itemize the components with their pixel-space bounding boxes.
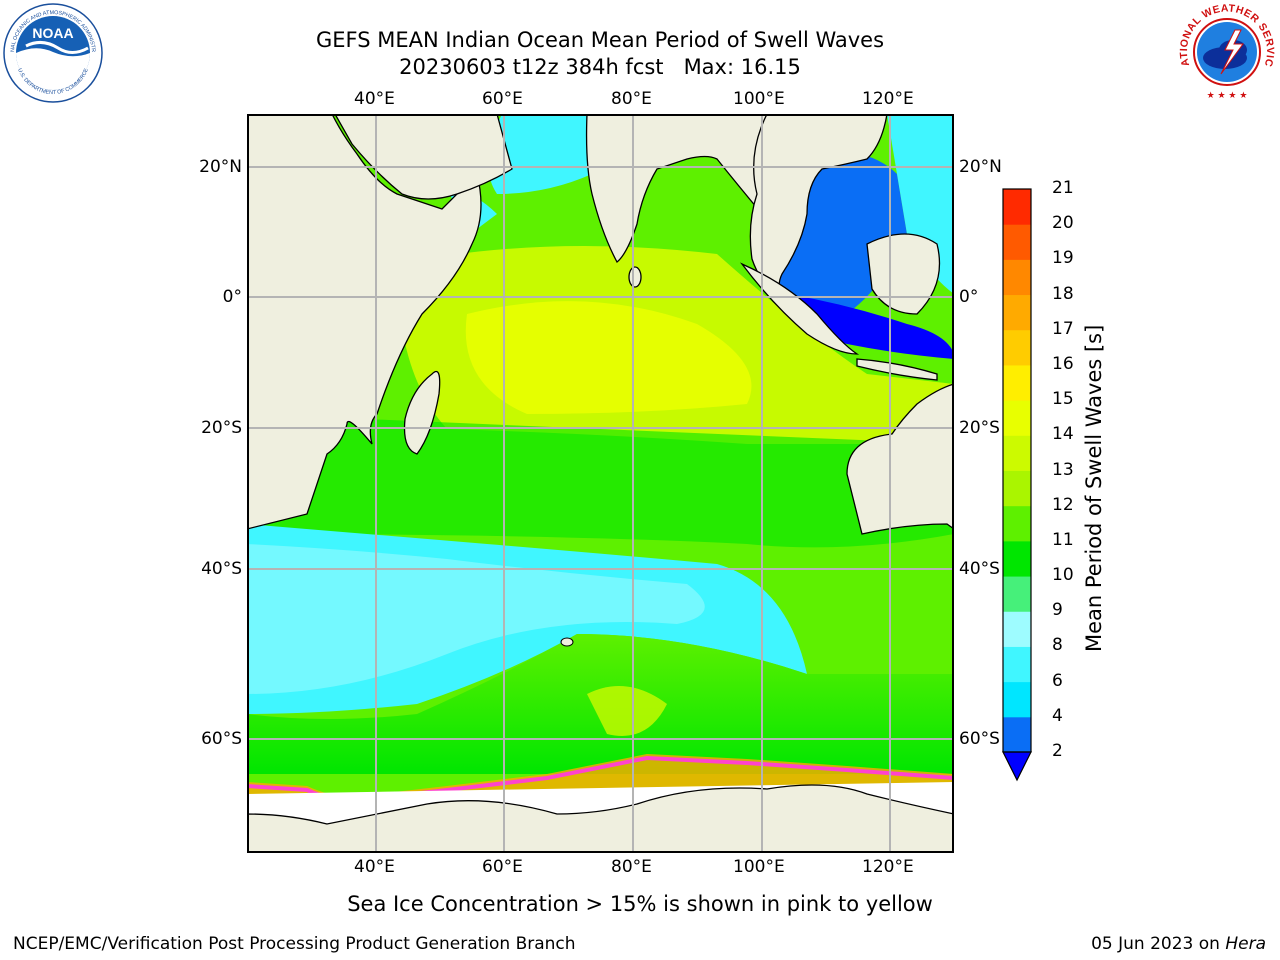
colorbar-tick-8: 8 bbox=[1052, 635, 1063, 656]
java-land bbox=[856, 358, 938, 381]
colorbar-tick-19: 19 bbox=[1052, 248, 1074, 269]
australia-land bbox=[846, 383, 954, 535]
colorbar-tick-9: 9 bbox=[1052, 600, 1063, 621]
lat-label-left-0: 0° bbox=[222, 287, 242, 307]
lat-label-right-20n: 20°N bbox=[959, 157, 1002, 177]
lon-label-top-60e: 60°E bbox=[482, 89, 523, 109]
lat-label-right-60s: 60°S bbox=[959, 729, 1000, 749]
lon-label-bottom-80e: 80°E bbox=[611, 857, 652, 877]
colorbar-tick-6: 6 bbox=[1052, 670, 1063, 691]
sumatra-land bbox=[739, 262, 860, 355]
colorbar-segment-2 bbox=[1003, 716, 1031, 753]
noaa-logo-text: NOAA bbox=[32, 25, 73, 41]
colorbar-segment-17 bbox=[1003, 294, 1031, 331]
footer-date-text: 05 Jun 2023 on bbox=[1091, 934, 1226, 954]
lon-label-top-100e: 100°E bbox=[733, 89, 785, 109]
chart-title: GEFS MEAN Indian Ocean Mean Period of Sw… bbox=[315, 28, 885, 52]
sri-lanka-land bbox=[628, 266, 642, 288]
lat-label-right-20s: 20°S bbox=[959, 418, 1000, 438]
colorbar-segment-11 bbox=[1003, 505, 1031, 542]
nws-logo: NATIONAL WEATHER SERVICE ★ ★ ★ ★ bbox=[1171, 0, 1279, 104]
footer-credit: NCEP/EMC/Verification Post Processing Pr… bbox=[13, 934, 576, 954]
colorbar-label: Mean Period of Swell Waves [s] bbox=[1082, 324, 1106, 652]
colorbar-segment-9 bbox=[1003, 576, 1031, 612]
lon-label-bottom-60e: 60°E bbox=[482, 857, 523, 877]
noaa-logo: NOAA NATIONAL OCEANIC AND ATMOSPHERIC AD… bbox=[0, 0, 104, 104]
svg-text:★ ★ ★ ★: ★ ★ ★ ★ bbox=[1207, 91, 1248, 101]
colorbar-tick-16: 16 bbox=[1052, 353, 1074, 374]
java-sea-blue bbox=[787, 294, 954, 359]
lon-label-bottom-120e: 120°E bbox=[862, 857, 914, 877]
lon-label-bottom-40e: 40°E bbox=[354, 857, 395, 877]
colorbar-extend-triangle bbox=[1002, 751, 1032, 782]
colorbar-segment-8 bbox=[1003, 611, 1031, 647]
colorbar-segment-6 bbox=[1003, 646, 1031, 683]
lat-label-left-20s: 20°S bbox=[201, 418, 242, 438]
colorbar bbox=[1002, 188, 1032, 782]
lat-label-right-0: 0° bbox=[959, 287, 979, 307]
colorbar-tick-4: 4 bbox=[1052, 705, 1063, 726]
colorbar-segment-4 bbox=[1003, 681, 1031, 718]
colorbar-tick-21: 21 bbox=[1052, 178, 1074, 198]
colorbar-tick-11: 11 bbox=[1052, 529, 1074, 550]
colorbar-segment-15 bbox=[1003, 364, 1031, 401]
colorbar-segment-20 bbox=[1003, 189, 1031, 225]
swell-zone-light-cyan bbox=[247, 544, 705, 694]
india-land bbox=[585, 114, 768, 263]
lon-label-top-120e: 120°E bbox=[862, 89, 914, 109]
lon-label-top-40e: 40°E bbox=[354, 89, 395, 109]
colorbar-tick-13: 13 bbox=[1052, 459, 1074, 480]
southeast-asia-land bbox=[749, 114, 888, 320]
colorbar-segment-18 bbox=[1003, 259, 1031, 296]
graticule bbox=[247, 114, 954, 853]
lon-label-top-80e: 80°E bbox=[611, 89, 652, 109]
colorbar-segment-13 bbox=[1003, 435, 1031, 471]
lon-label-bottom-100e: 100°E bbox=[733, 857, 785, 877]
colorbar-segments bbox=[1003, 189, 1031, 753]
colorbar-tick-15: 15 bbox=[1052, 389, 1074, 410]
kerguelen-land bbox=[560, 637, 574, 647]
antarctica-land bbox=[247, 784, 954, 853]
colorbar-segment-12 bbox=[1003, 470, 1031, 507]
arabian-sea-coast-cyan bbox=[488, 114, 602, 194]
swell-zone-yellow-core bbox=[465, 301, 752, 414]
africa-land bbox=[247, 114, 482, 530]
lat-label-right-40s: 40°S bbox=[959, 559, 1000, 579]
lat-label-left-60s: 60°S bbox=[201, 729, 242, 749]
swell-zone-green bbox=[247, 414, 954, 548]
madagascar-land bbox=[403, 370, 441, 455]
colorbar-segment-19 bbox=[1003, 224, 1031, 260]
colorbar-tick-20: 20 bbox=[1052, 213, 1074, 234]
footer-date: 05 Jun 2023 on Hera bbox=[1091, 934, 1266, 954]
map-plot bbox=[247, 114, 954, 853]
colorbar-tick-14: 14 bbox=[1052, 424, 1074, 445]
footer-host: Hera bbox=[1225, 934, 1266, 954]
lat-label-left-40s: 40°S bbox=[201, 559, 242, 579]
borneo-land bbox=[866, 233, 941, 315]
chart-subtitle: 20230603 t12z 384h fcst Max: 16.15 bbox=[399, 55, 801, 79]
colorbar-tick-17: 17 bbox=[1052, 318, 1074, 339]
colorbar-tick-2: 2 bbox=[1052, 741, 1063, 761]
colorbar-tick-10: 10 bbox=[1052, 565, 1074, 586]
colorbar-tick-12: 12 bbox=[1052, 494, 1074, 515]
colorbar-tick-18: 18 bbox=[1052, 283, 1074, 304]
colorbar-segment-16 bbox=[1003, 329, 1031, 366]
sea-ice-caption: Sea Ice Concentration > 15% is shown in … bbox=[347, 892, 933, 916]
colorbar-segment-14 bbox=[1003, 400, 1031, 436]
swell-zone-south-yellow bbox=[587, 686, 667, 736]
colorbar-segment-10 bbox=[1003, 540, 1031, 577]
lat-label-left-20n: 20°N bbox=[199, 157, 242, 177]
